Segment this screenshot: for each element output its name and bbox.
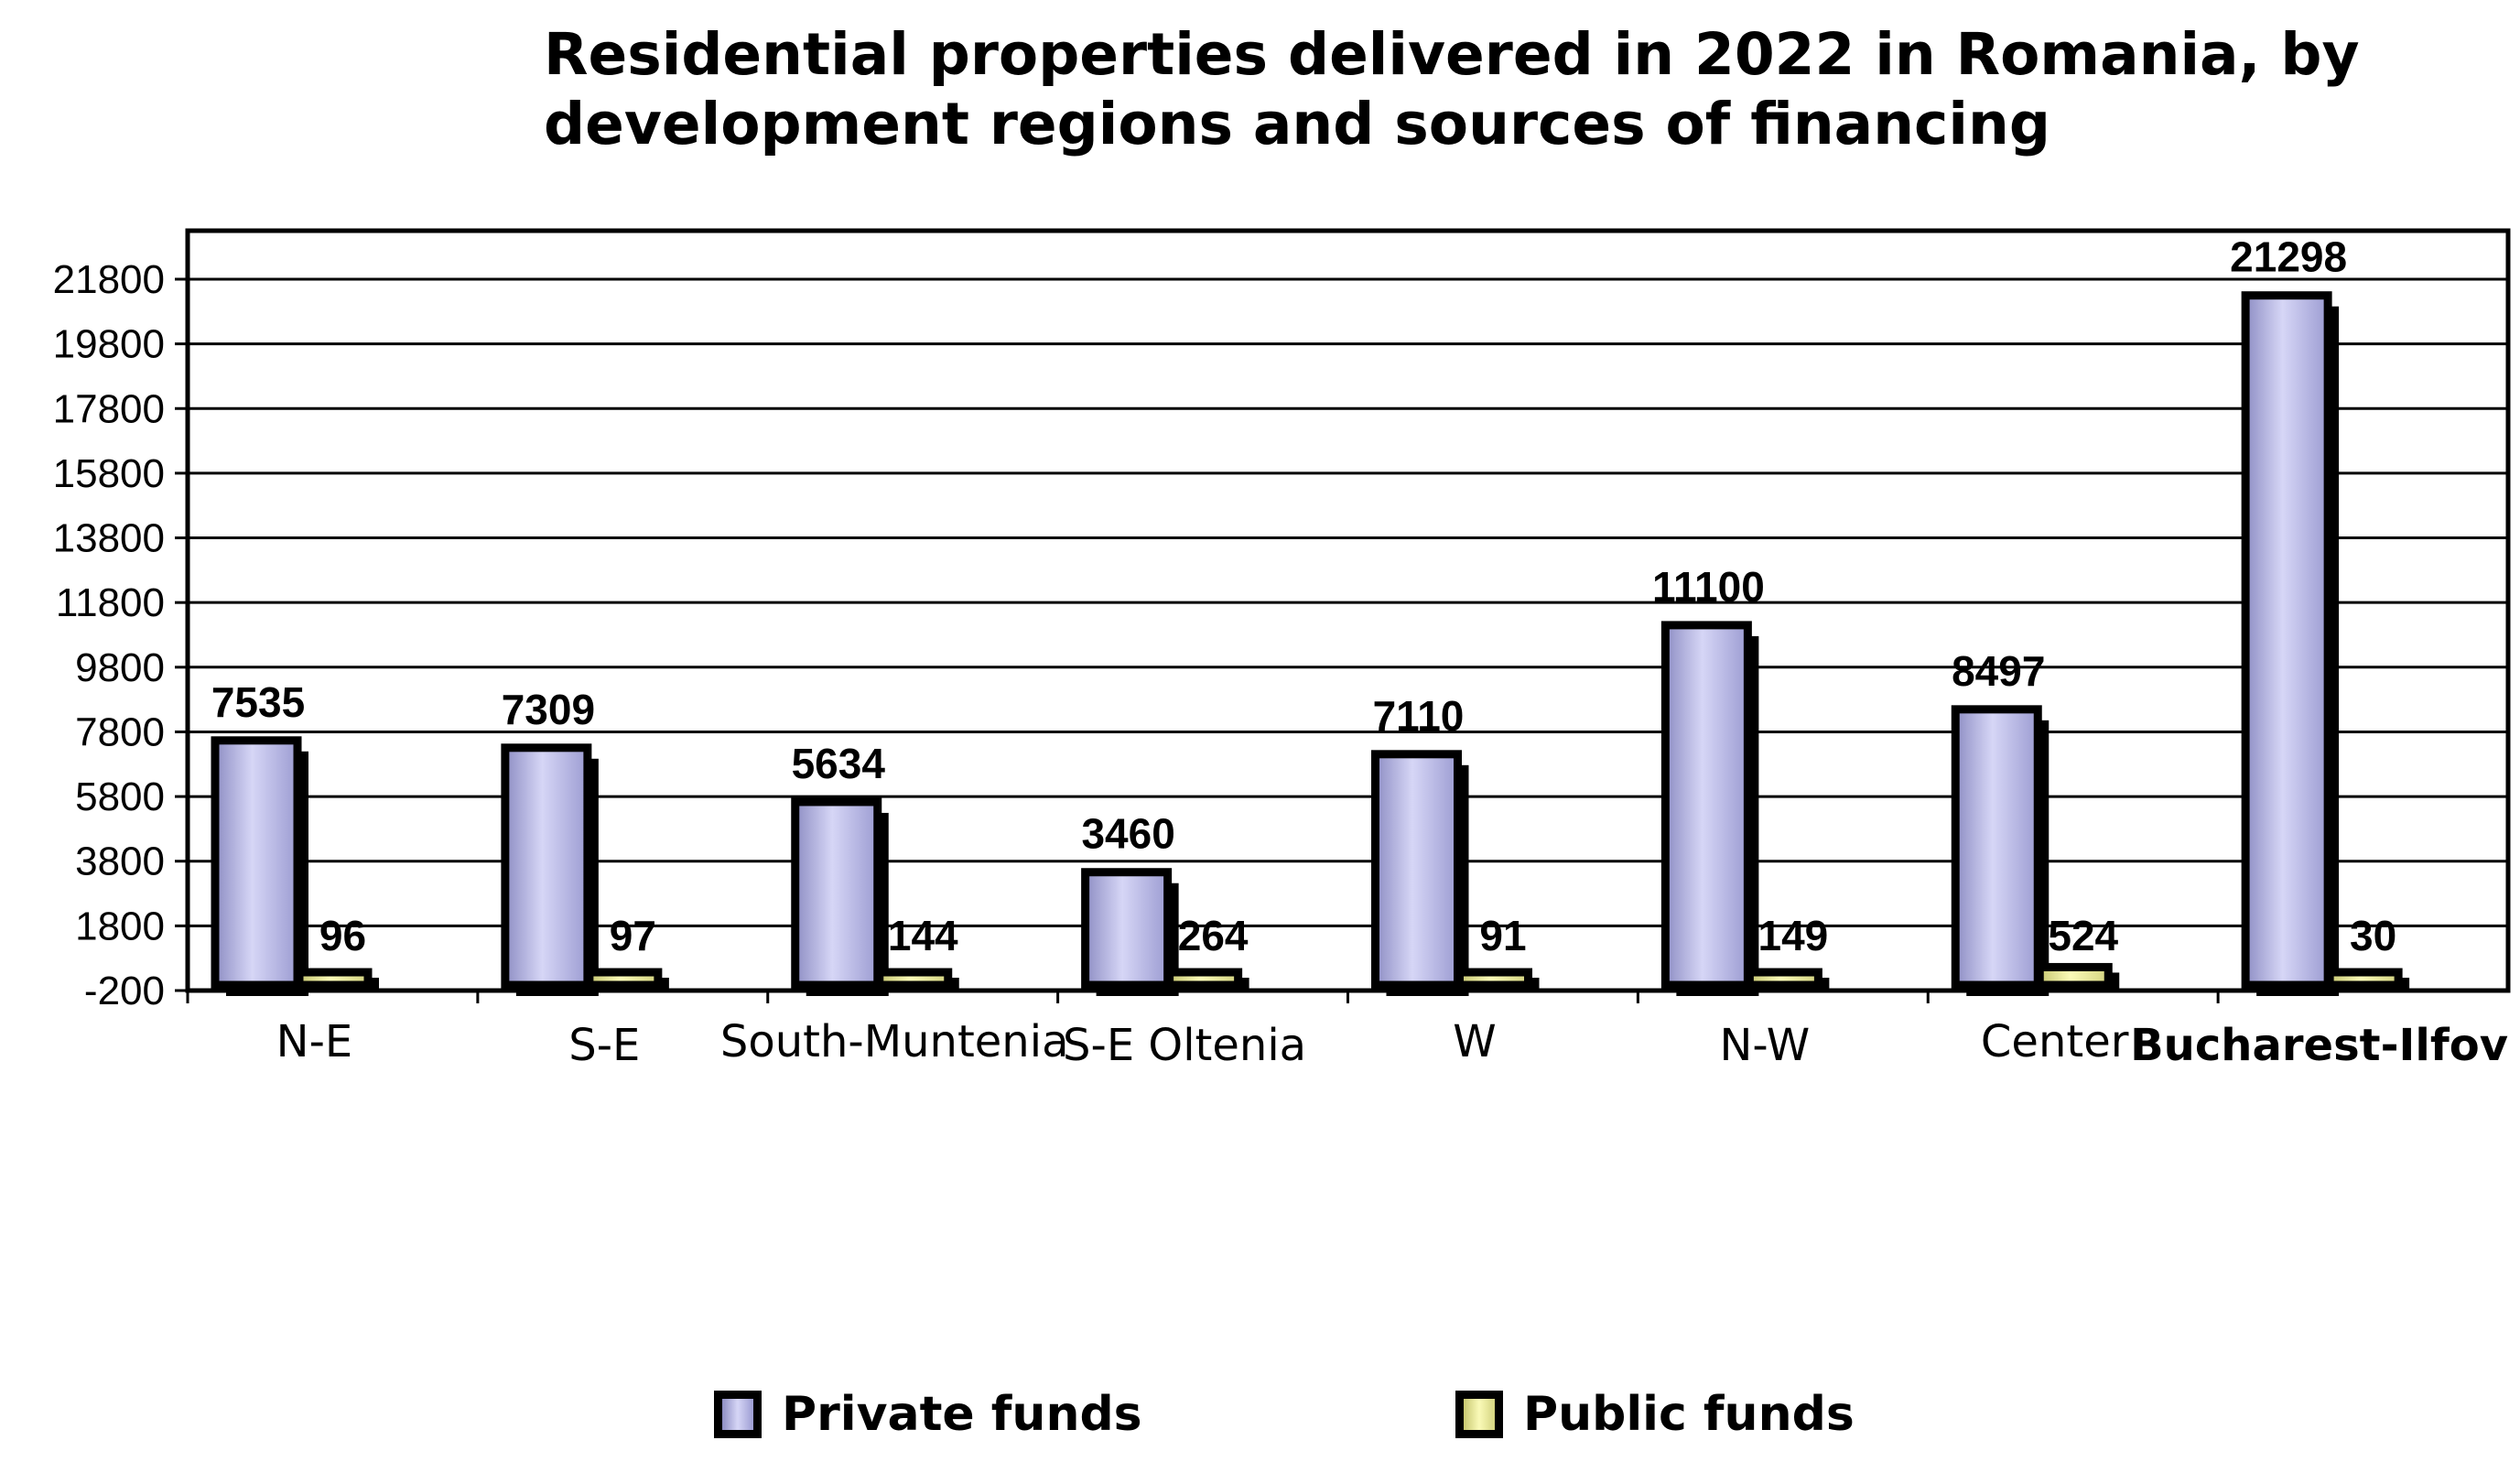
y-tick-label: 21800 — [53, 257, 165, 302]
chart-title: Residential properties delivered in 2022… — [544, 20, 2374, 159]
bar-private — [1371, 750, 1462, 990]
y-tick-label: 15800 — [53, 451, 165, 496]
bar-public — [585, 968, 663, 990]
bar-private — [2241, 291, 2332, 990]
data-label-public: 149 — [1758, 912, 1829, 959]
data-label-private: 21298 — [2230, 233, 2347, 281]
x-tick-label: N-W — [1719, 1020, 1810, 1071]
x-tick-label: Bucharest-Ilfov — [2130, 1020, 2508, 1071]
legend: Private funds Public funds — [0, 1387, 2520, 1451]
data-label-public: 97 — [610, 912, 656, 959]
chart-title-line-1: Residential properties delivered in 2022… — [544, 21, 2360, 88]
bar-public — [295, 968, 373, 990]
x-tick-label: South-Muntenia — [720, 1016, 1069, 1067]
y-tick-label: 9800 — [75, 645, 165, 690]
y-tick-label: 13800 — [53, 516, 165, 561]
x-tick-label: Center — [1981, 1016, 2129, 1067]
bar-public — [1745, 968, 1822, 990]
bar-public — [1165, 968, 1243, 990]
legend-swatch-private — [714, 1391, 762, 1438]
x-tick-label: W — [1453, 1016, 1496, 1067]
bar-private — [791, 797, 882, 990]
bar-private — [1081, 868, 1173, 990]
bars — [211, 291, 2410, 996]
data-label-public: 91 — [1479, 912, 1526, 959]
y-tick-label: 1800 — [75, 904, 165, 948]
bar-public — [875, 968, 953, 990]
chart-title-line-2: development regions and sources of finan… — [544, 91, 2050, 157]
y-tick-label: 19800 — [53, 322, 165, 367]
bar-private — [1951, 705, 2042, 990]
legend-swatch-public — [1455, 1391, 1503, 1438]
bar-public — [1455, 968, 1532, 990]
y-tick-label: 17800 — [53, 386, 165, 431]
data-label-private: 7110 — [1373, 692, 1465, 740]
y-tick-label: 3800 — [75, 839, 165, 884]
y-tick-label: 5800 — [75, 774, 165, 819]
data-label-private: 5634 — [792, 740, 886, 787]
bar-private — [501, 743, 592, 990]
data-label-private: 8497 — [1952, 647, 2045, 695]
x-tick-label: S-E Oltenia — [1063, 1020, 1306, 1071]
data-labels: 7535 96 7309 97 5634 144 3460 264 7110 91 11100 149… — [211, 233, 2396, 959]
data-label-private: 11100 — [1652, 563, 1765, 611]
legend-item-private: Private funds — [714, 1387, 1142, 1442]
data-label-public: 264 — [1178, 912, 1249, 959]
y-axis-ticks: -200 1800 3800 5800 7800 9800 11800 13800 15800 1… — [53, 257, 165, 1013]
bar-public — [2325, 968, 2403, 990]
x-tick-label: S-E — [568, 1020, 640, 1071]
x-tick-label: N-E — [276, 1016, 353, 1067]
data-label-public: 144 — [888, 912, 958, 959]
bar-public — [2035, 962, 2113, 990]
data-label-public: 524 — [2048, 912, 2118, 959]
y-tick-label: 11800 — [56, 580, 165, 625]
y-tick-label: -200 — [84, 969, 165, 1013]
y-tick-label: 7800 — [75, 709, 165, 754]
data-label-private: 3460 — [1081, 810, 1174, 858]
bar-private — [211, 736, 302, 990]
bar-private — [1660, 621, 1752, 990]
legend-item-public: Public funds — [1455, 1387, 1855, 1442]
legend-label-private: Private funds — [782, 1387, 1142, 1442]
plot-frame — [185, 228, 2511, 993]
data-label-public: 96 — [319, 912, 366, 959]
legend-label-public: Public funds — [1523, 1387, 1855, 1442]
data-label-public: 30 — [2350, 912, 2396, 959]
data-label-private: 7535 — [211, 678, 305, 726]
data-label-private: 7309 — [502, 686, 595, 733]
